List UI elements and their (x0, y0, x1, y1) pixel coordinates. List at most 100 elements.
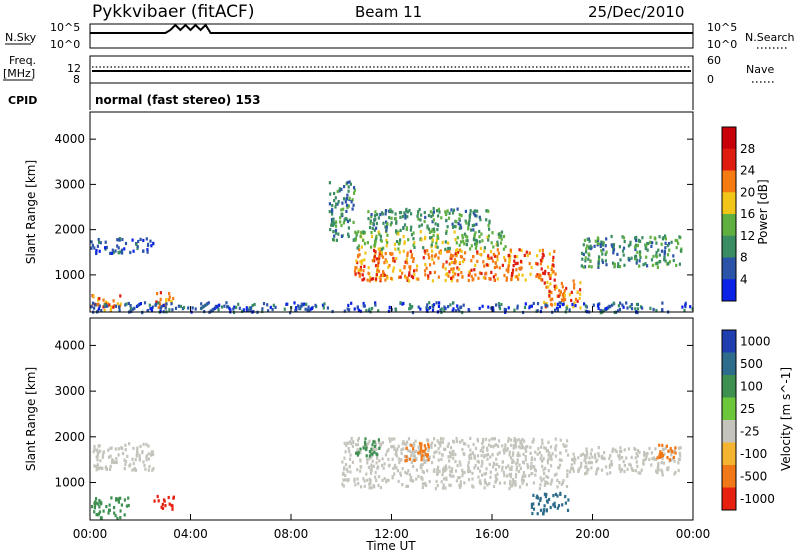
power-cell (253, 302, 256, 307)
velocity-cell (345, 467, 348, 471)
velocity-cell (410, 475, 413, 480)
velocity-cell (503, 451, 506, 455)
x-tick-label: 16:00 (475, 527, 510, 541)
velocity-cell (114, 514, 117, 518)
power-cell (347, 226, 350, 230)
velocity-cell (448, 465, 451, 469)
power-cell (479, 246, 482, 251)
power-cell (380, 247, 383, 251)
x-tick-label: 00:00 (676, 527, 711, 541)
velocity-cell (393, 472, 396, 476)
velocity-cell (508, 482, 512, 486)
power-cell (373, 214, 377, 218)
velocity-cell (436, 468, 439, 472)
power-cell (618, 245, 621, 249)
power-cell (427, 253, 430, 257)
velocity-cell (351, 444, 354, 448)
velocity-cell (540, 445, 543, 449)
velocity-cell (445, 477, 448, 481)
velocity-cell (608, 463, 612, 467)
velocity-cell (447, 455, 450, 459)
power-cell (131, 238, 134, 242)
velocity-cell (451, 450, 454, 454)
power-cell (474, 246, 477, 250)
velocity-cell (510, 443, 513, 447)
velocity-cell (534, 469, 537, 473)
power-cell (97, 238, 100, 242)
power-cell (475, 239, 478, 243)
power-cell (507, 268, 510, 272)
velocity-cell (94, 500, 97, 504)
velocity-cell (102, 451, 105, 455)
velocity-cell (359, 485, 363, 489)
velocity-cell (93, 510, 96, 514)
velocity-cell (368, 450, 371, 454)
power-cell (480, 271, 483, 276)
power-cell (626, 306, 629, 310)
power-cell (374, 301, 377, 305)
power-cell (517, 273, 521, 277)
velocity-cell (479, 449, 482, 453)
velocity-cell (493, 462, 496, 467)
velocity-cell (545, 492, 548, 497)
power-cell (558, 293, 561, 297)
velocity-cell (539, 483, 542, 487)
power-cell (342, 197, 346, 201)
velocity-cell (107, 455, 111, 459)
velocity-cell (95, 501, 98, 505)
velocity-cell (510, 465, 513, 469)
power-cell (394, 216, 397, 221)
power-cell (554, 302, 557, 306)
power-cell (587, 252, 590, 256)
colorbar-tick-label: 16 (740, 207, 755, 221)
colorbar-frame (721, 126, 737, 302)
velocity-cell (530, 505, 533, 509)
velocity-cell (97, 512, 100, 516)
velocity-cell (370, 452, 373, 456)
power-cell (422, 256, 425, 260)
power-cell (598, 255, 601, 259)
power-cell (216, 305, 219, 309)
velocity-cell (679, 454, 682, 458)
colorbar-swatch (722, 487, 736, 511)
power-cell (649, 306, 652, 310)
power-cell (457, 222, 460, 226)
power-cell (336, 202, 339, 206)
power-cell (424, 215, 427, 219)
power-cell (467, 225, 470, 229)
power-cell (96, 309, 100, 313)
power-cell (156, 292, 159, 296)
power-cell (431, 279, 434, 283)
power-cell (619, 301, 622, 305)
power-cell (119, 302, 122, 306)
power-cell (310, 306, 314, 310)
power-cell (112, 299, 115, 303)
velocity-cell (441, 440, 444, 444)
velocity-cell (399, 473, 402, 477)
power-cell (250, 306, 253, 310)
power-cell (437, 207, 440, 211)
power-cell (461, 233, 464, 238)
power-cell (473, 236, 476, 240)
power-cell (499, 241, 503, 245)
power-cell (436, 223, 440, 227)
power-cell (424, 273, 427, 277)
power-cell (411, 311, 415, 315)
velocity-cell (496, 472, 499, 476)
velocity-cell (101, 453, 105, 457)
velocity-cell (594, 453, 597, 457)
power-cell (465, 243, 468, 247)
power-cell (502, 234, 506, 239)
beam-title: Beam 11 (355, 3, 422, 21)
y-tick-label: 3000 (54, 384, 85, 398)
velocity-cell (580, 461, 583, 465)
power-cell (342, 221, 345, 225)
velocity-cell (427, 445, 430, 449)
colorbar-swatch (722, 127, 736, 150)
velocity-cell (424, 460, 427, 464)
velocity-cell (412, 447, 415, 451)
velocity-cell (412, 454, 415, 458)
velocity-cell (494, 468, 497, 472)
power-cell (117, 251, 120, 255)
